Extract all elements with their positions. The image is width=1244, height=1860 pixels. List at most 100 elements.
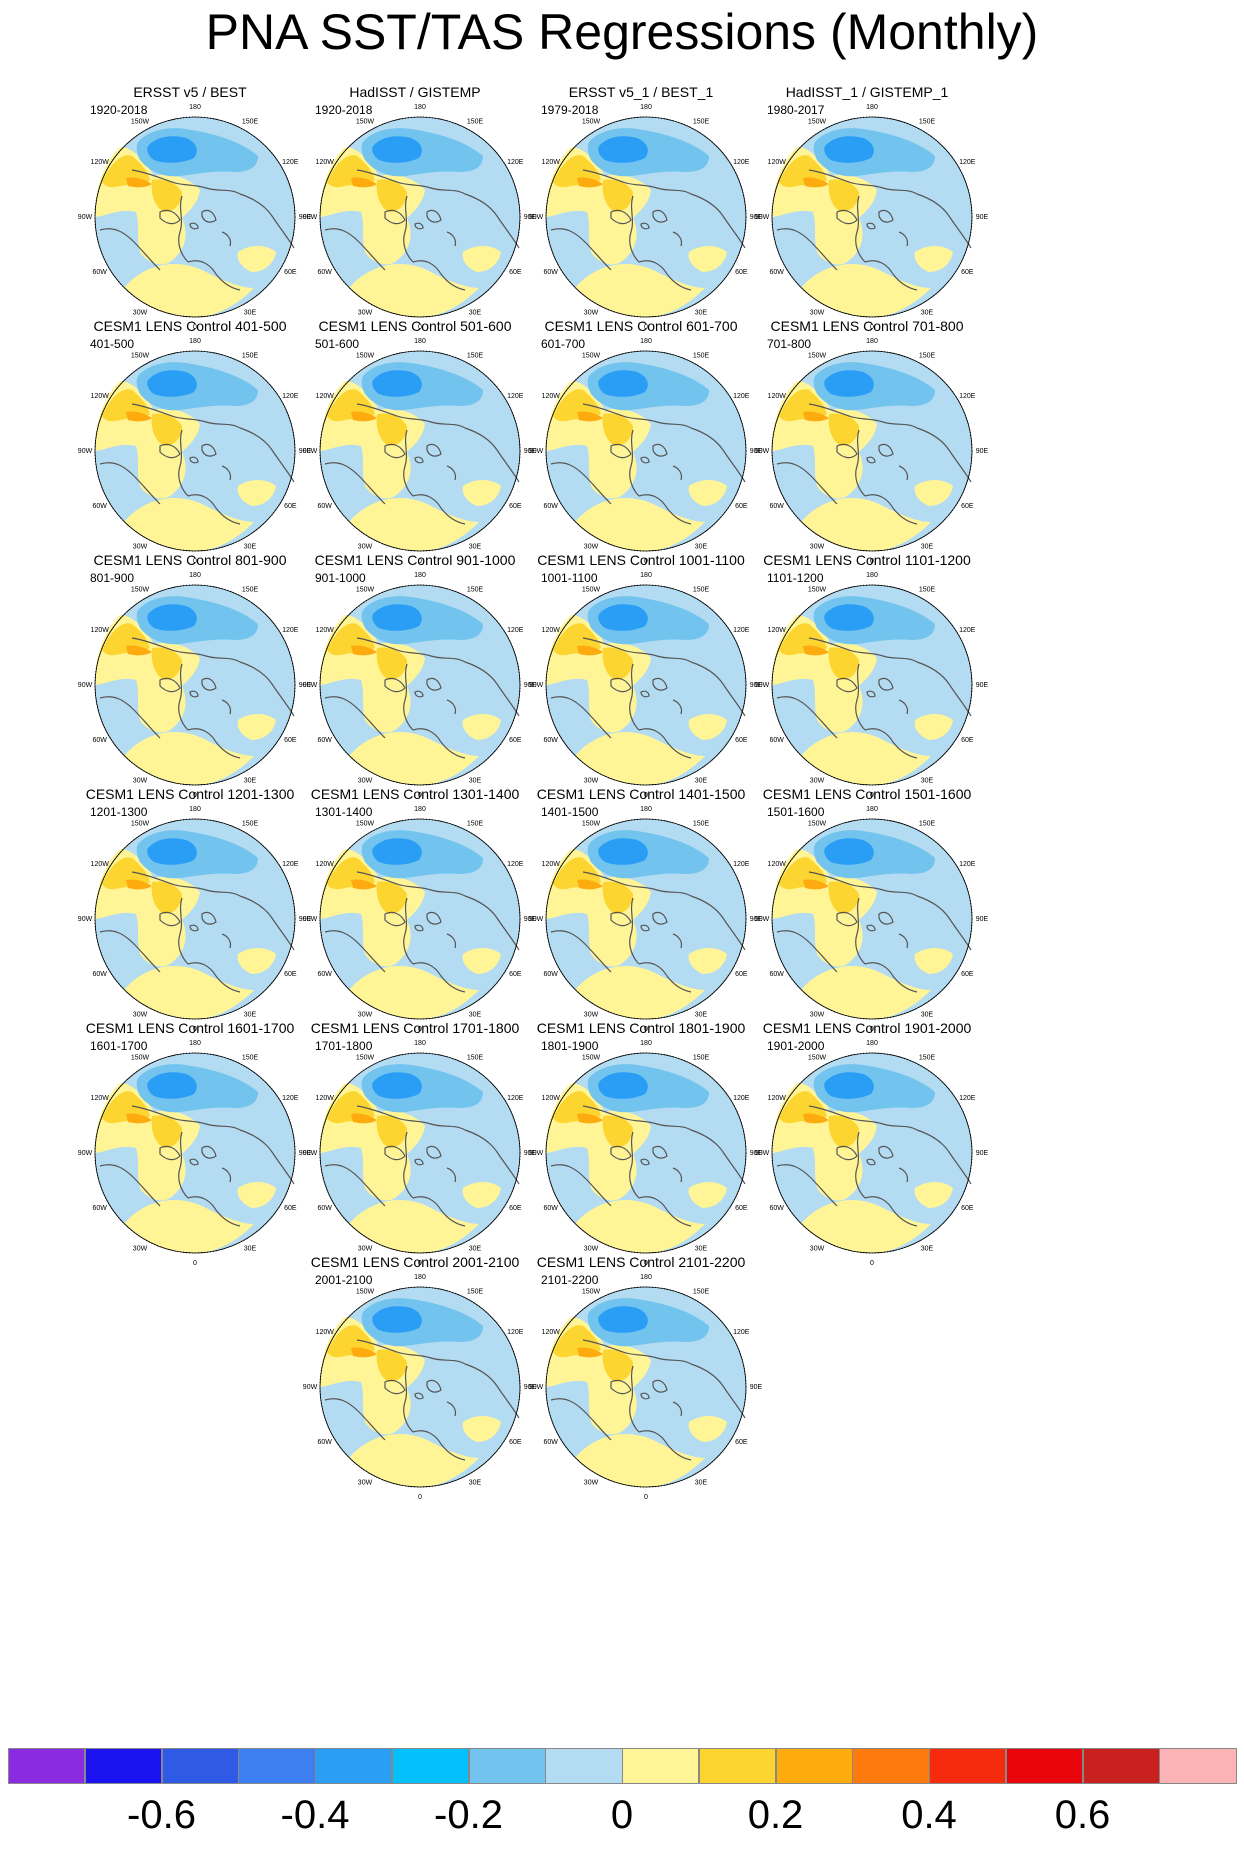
longitude-label: 90E — [524, 682, 537, 689]
longitude-label: 90E — [299, 214, 312, 221]
longitude-label: 120W — [542, 393, 561, 400]
longitude-label: 90E — [750, 1150, 763, 1157]
longitude-label: 180 — [640, 806, 652, 813]
longitude-label: 90E — [299, 1150, 312, 1157]
longitude-label: 0 — [193, 1260, 197, 1266]
longitude-label: 120W — [91, 861, 110, 868]
longitude-label: 0 — [644, 558, 648, 564]
colorbar-label: 0.6 — [1054, 1793, 1111, 1837]
panel-period: 1501-1600 — [767, 805, 825, 819]
sst-tas-field — [771, 818, 973, 1020]
longitude-label: 180 — [640, 338, 652, 345]
map-panel: CESM1 LENS Control 901-1000 901-1000 180 15… — [285, 552, 555, 822]
panel-title: CESM1 LENS Control 1201-1300 — [85, 786, 295, 802]
longitude-label: 60E — [735, 503, 748, 510]
polar-map: 180 150E 120E 90E 60E 30E 0 30W 60W 90W 120W 150W — [529, 1040, 763, 1266]
longitude-label: 180 — [189, 806, 201, 813]
longitude-label: 120W — [768, 627, 787, 634]
sst-tas-field — [94, 584, 296, 786]
longitude-label: 60E — [961, 971, 974, 978]
longitude-label: 0 — [418, 558, 422, 564]
longitude-label: 60W — [317, 1439, 332, 1446]
sst-tas-field — [771, 584, 973, 786]
map-panel: CESM1 LENS Control 501-600 501-600 180 150E… — [285, 318, 555, 588]
map-panel: ERSST v5_1 / BEST_1 1979-2018 180 150E 120E 9… — [511, 84, 781, 354]
panel-period: 1101-1200 — [767, 571, 824, 585]
longitude-label: 150E — [693, 1055, 710, 1062]
longitude-label: 30W — [133, 309, 148, 316]
sst-tas-field — [319, 1286, 521, 1488]
longitude-label: 150E — [467, 587, 484, 594]
longitude-label: 60W — [92, 1205, 107, 1212]
panel-period: 1401-1500 — [541, 805, 599, 819]
longitude-label: 180 — [189, 104, 201, 111]
longitude-label: 90W — [78, 214, 93, 221]
longitude-label: 30W — [584, 309, 599, 316]
longitude-label: 0 — [418, 1026, 422, 1032]
sst-tas-field — [771, 1052, 973, 1254]
panel-title: CESM1 LENS Control 501-600 — [318, 318, 512, 334]
panel-period: 1980-2017 — [767, 103, 825, 117]
longitude-label: 0 — [644, 1494, 648, 1500]
longitude-label: 90W — [755, 448, 770, 455]
longitude-label: 30W — [133, 1011, 148, 1018]
longitude-label: 90W — [303, 916, 318, 923]
longitude-label: 0 — [870, 1260, 874, 1266]
sst-tas-field — [545, 818, 747, 1020]
polar-map: 180 150E 120E 90E 60E 30E 0 30W 60W 90W 120W 150W — [303, 1274, 537, 1500]
longitude-label: 150W — [131, 821, 150, 828]
longitude-label: 120E — [959, 627, 976, 634]
longitude-label: 90W — [755, 214, 770, 221]
longitude-label: 180 — [414, 572, 426, 579]
longitude-label: 120E — [733, 159, 750, 166]
colorbar-label: 0 — [610, 1793, 634, 1837]
longitude-label: 90E — [750, 214, 763, 221]
colorbar — [8, 1748, 1237, 1784]
map-panel: CESM1 LENS Control 1801-1900 1801-1900 180… — [511, 1020, 781, 1290]
panel-grid: ERSST v5 / BEST 1920-2018 180 150E 120E 90E 60… — [60, 84, 989, 1500]
longitude-label: 150E — [242, 119, 259, 126]
longitude-label: 60W — [769, 503, 784, 510]
longitude-label: 120E — [733, 1095, 750, 1102]
longitude-label: 150W — [356, 587, 375, 594]
longitude-label: 0 — [193, 792, 197, 798]
longitude-label: 90W — [755, 682, 770, 689]
colorbar-swatch — [315, 1748, 393, 1784]
longitude-label: 90W — [529, 1150, 544, 1157]
sst-tas-field — [545, 1286, 747, 1488]
longitude-label: 90W — [303, 682, 318, 689]
sst-tas-field — [771, 350, 973, 552]
colorbar-swatch — [468, 1748, 546, 1784]
polar-map: 180 150E 120E 90E 60E 30E 0 30W 60W 90W 120W 150W — [755, 338, 989, 564]
longitude-label: 30E — [921, 777, 934, 784]
longitude-label: 0 — [418, 1494, 422, 1500]
longitude-label: 30E — [469, 777, 482, 784]
panel-title: CESM1 LENS Control 1701-1800 — [310, 1020, 520, 1036]
longitude-label: 180 — [640, 572, 652, 579]
longitude-label: 150E — [919, 353, 936, 360]
longitude-label: 60E — [735, 1205, 748, 1212]
longitude-label: 90E — [524, 214, 537, 221]
longitude-label: 30E — [695, 1245, 708, 1252]
longitude-label: 120E — [959, 159, 976, 166]
panel-period: 1601-1700 — [90, 1039, 148, 1053]
longitude-label: 150W — [356, 821, 375, 828]
longitude-label: 120W — [91, 393, 110, 400]
longitude-label: 180 — [866, 1040, 878, 1047]
colorbar-label: -0.4 — [280, 1793, 350, 1837]
longitude-label: 60W — [543, 269, 558, 276]
panel-period: 1201-1300 — [90, 805, 148, 819]
polar-map: 180 150E 120E 90E 60E 30E 0 30W 60W 90W 120W 150W — [303, 338, 537, 564]
sst-tas-field — [545, 350, 747, 552]
longitude-label: 90E — [524, 916, 537, 923]
sst-tas-field — [319, 350, 521, 552]
longitude-label: 120E — [282, 393, 299, 400]
map-panel: CESM1 LENS Control 1201-1300 1201-1300 180… — [60, 786, 330, 1056]
longitude-label: 30E — [469, 543, 482, 550]
longitude-label: 90W — [303, 1150, 318, 1157]
polar-map: 180 150E 120E 90E 60E 30E 0 30W 60W 90W 120W 150W — [78, 806, 312, 1032]
longitude-label: 60W — [769, 971, 784, 978]
longitude-label: 30W — [584, 543, 599, 550]
longitude-label: 150E — [467, 1289, 484, 1296]
longitude-label: 120E — [733, 861, 750, 868]
